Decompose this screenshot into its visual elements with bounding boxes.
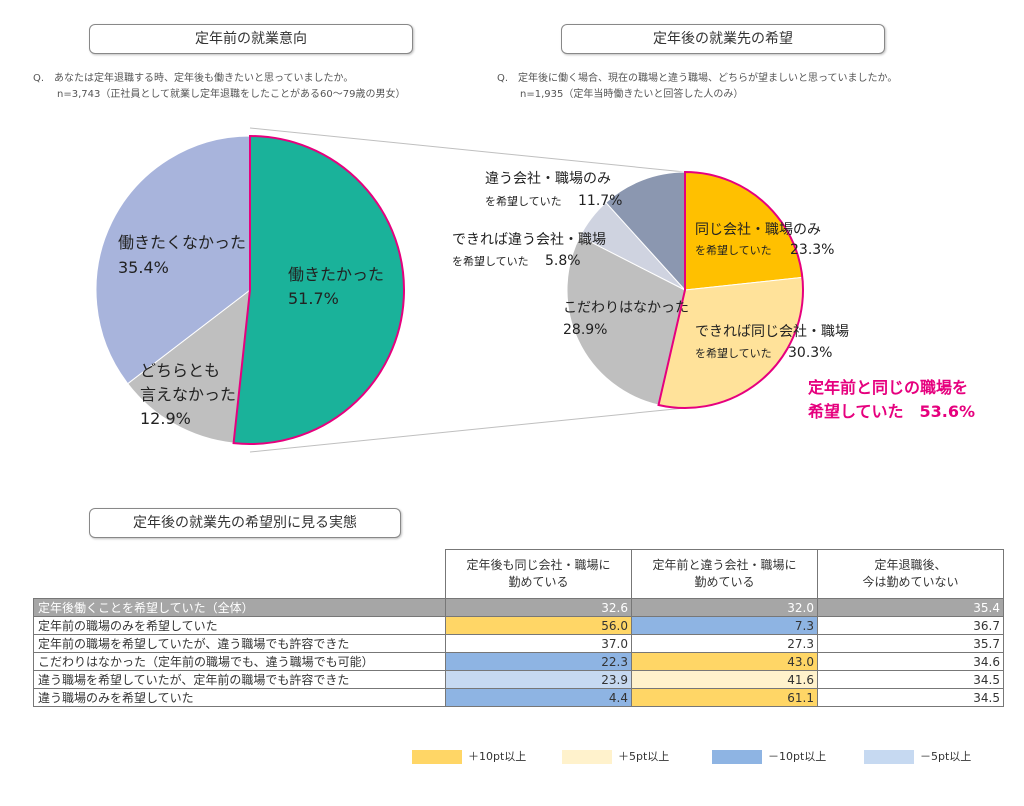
pie1-label-want: 働きたかった [288,265,384,284]
pie-slice-1 [127,288,251,444]
table-header-blank [34,550,446,599]
table-row: 違う職場を希望していたが、定年前の職場でも許容できた 23.9 41.6 34.5 [33,670,1004,689]
pie-work-intention [95,134,405,445]
pie1-value-neither: 12.9% [140,409,191,428]
right-sample: n=1,935（定年当時働きたいと回答した人のみ） [520,89,744,100]
pie2-label-no-pref: こだわりはなかった [563,300,689,316]
row-label: 定年前の職場を希望していたが、違う職場でも許容できた [33,634,446,653]
highlight-line1: 定年前と同じの職場を [807,378,968,397]
pie1-label-neither-2: 言えなかった [140,385,236,404]
pie1-label-not-want: 働きたくなかった [118,233,246,252]
legend-plus5: ＋5pt以上 [562,748,669,764]
right-question: Q. 定年後に働く場合、現在の職場と違う職場、どちらが望ましいと思っていましたか… [497,73,898,84]
table-row: 定年前の職場のみを希望していた 56.0 7.3 36.7 [33,616,1004,635]
table-cell: 27.3 [631,634,818,653]
pie2-label-same-pref-2: を希望していた [695,346,772,360]
table-cell: 37.0 [445,634,632,653]
table-cell: 22.3 [445,652,632,671]
pie2-label-diff-pref-2: を希望していた [452,254,529,268]
left-panel-title: 定年前の就業意向 [89,24,413,54]
left-sample: n=3,743（正社員として就業し定年退職をしたことがある60～79歳の男女） [57,89,406,100]
table-cell: 32.6 [445,598,632,617]
pie2-label-same-pref-1: できれば同じ会社・職場 [695,324,849,340]
pie1-value-not-want: 35.4% [118,258,169,277]
legend-swatch [712,750,762,764]
table-cell: 34.5 [817,688,1004,707]
row-label: こだわりはなかった（定年前の職場でも、違う職場でも可能） [33,652,446,671]
highlight-outline [657,170,804,409]
table-cell: 4.4 [445,688,632,707]
highlight-line2: 希望していた 53.6% [808,402,975,421]
pie-slice-2 [95,135,251,385]
table-cell: 7.3 [631,616,818,635]
row-label: 定年前の職場のみを希望していた [33,616,446,635]
workplace-table: 定年後も同じ会社・職場に 勤めている 定年前と違う会社・職場に 勤めている 定年退職… [33,549,1004,707]
row-label: 違う職場のみを希望していた [33,688,446,707]
column-header-different-workplace: 定年前と違う会社・職場に 勤めている [631,549,818,599]
pie1-value-want: 51.7% [288,289,339,308]
table-title: 定年後の就業先の希望別に見る実態 [89,508,401,538]
legend-plus10: ＋10pt以上 [412,748,526,764]
pie2-value-same-pref: 30.3% [788,345,832,361]
pie2-label-diff-only-1: 違う会社・職場のみ [485,171,611,187]
pie-slice-2 [566,235,686,406]
table-row: 定年前の職場を希望していたが、違う職場でも許容できた 37.0 27.3 35.7 [33,634,1004,653]
legend-swatch [864,750,914,764]
table-cell: 35.7 [817,634,1004,653]
table-header-row: 定年後も同じ会社・職場に 勤めている 定年前と違う会社・職場に 勤めている 定年退職… [34,549,1004,599]
table-cell: 56.0 [445,616,632,635]
table-row: 違う職場のみを希望していた 4.4 61.1 34.5 [33,688,1004,707]
table-cell: 43.0 [631,652,818,671]
table-cell: 23.9 [445,670,632,689]
left-question: Q. あなたは定年退職する時、定年後も働きたいと思っていましたか。 [33,73,354,84]
pie1-label-neither-1: どちらとも [140,361,220,380]
pie2-value-diff-pref: 5.8% [545,253,581,269]
pie-slice-4 [605,171,686,292]
pie2-value-diff-only: 11.7% [578,193,622,209]
table-row: 定年後働くことを希望していた（全体） 32.6 32.0 35.4 [33,598,1004,617]
connector-bottom [249,407,686,453]
legend-swatch [412,750,462,764]
connector-top [249,127,686,173]
table-cell: 32.0 [631,598,818,617]
pie-workplace-preference [566,170,804,409]
table-cell: 34.6 [817,652,1004,671]
legend-minus10: －10pt以上 [712,748,826,764]
highlight-outline [232,134,405,445]
pie2-value-no-pref: 28.9% [563,322,607,338]
legend-swatch [562,750,612,764]
table-cell: 36.7 [817,616,1004,635]
row-label: 定年後働くことを希望していた（全体） [33,598,446,617]
table-cell: 34.5 [817,670,1004,689]
table-row: こだわりはなかった（定年前の職場でも、違う職場でも可能） 22.3 43.0 34.6 [33,652,1004,671]
table-cell: 61.1 [631,688,818,707]
column-header-not-working: 定年退職後、 今は勤めていない [817,549,1004,599]
table-cell: 41.6 [631,670,818,689]
pie2-label-diff-pref-1: できれば違う会社・職場 [452,232,606,248]
column-header-same-workplace: 定年後も同じ会社・職場に 勤めている [445,549,632,599]
pie2-value-same-only: 23.3% [790,242,834,258]
pie2-label-same-only-2: を希望していた [695,243,772,257]
row-label: 違う職場を希望していたが、定年前の職場でも許容できた [33,670,446,689]
right-panel-title: 定年後の就業先の希望 [561,24,885,54]
legend-minus5: －5pt以上 [864,748,971,764]
pie2-label-same-only-1: 同じ会社・職場のみ [695,222,821,238]
table-cell: 35.4 [817,598,1004,617]
pie2-label-diff-only-2: を希望していた [485,194,562,208]
